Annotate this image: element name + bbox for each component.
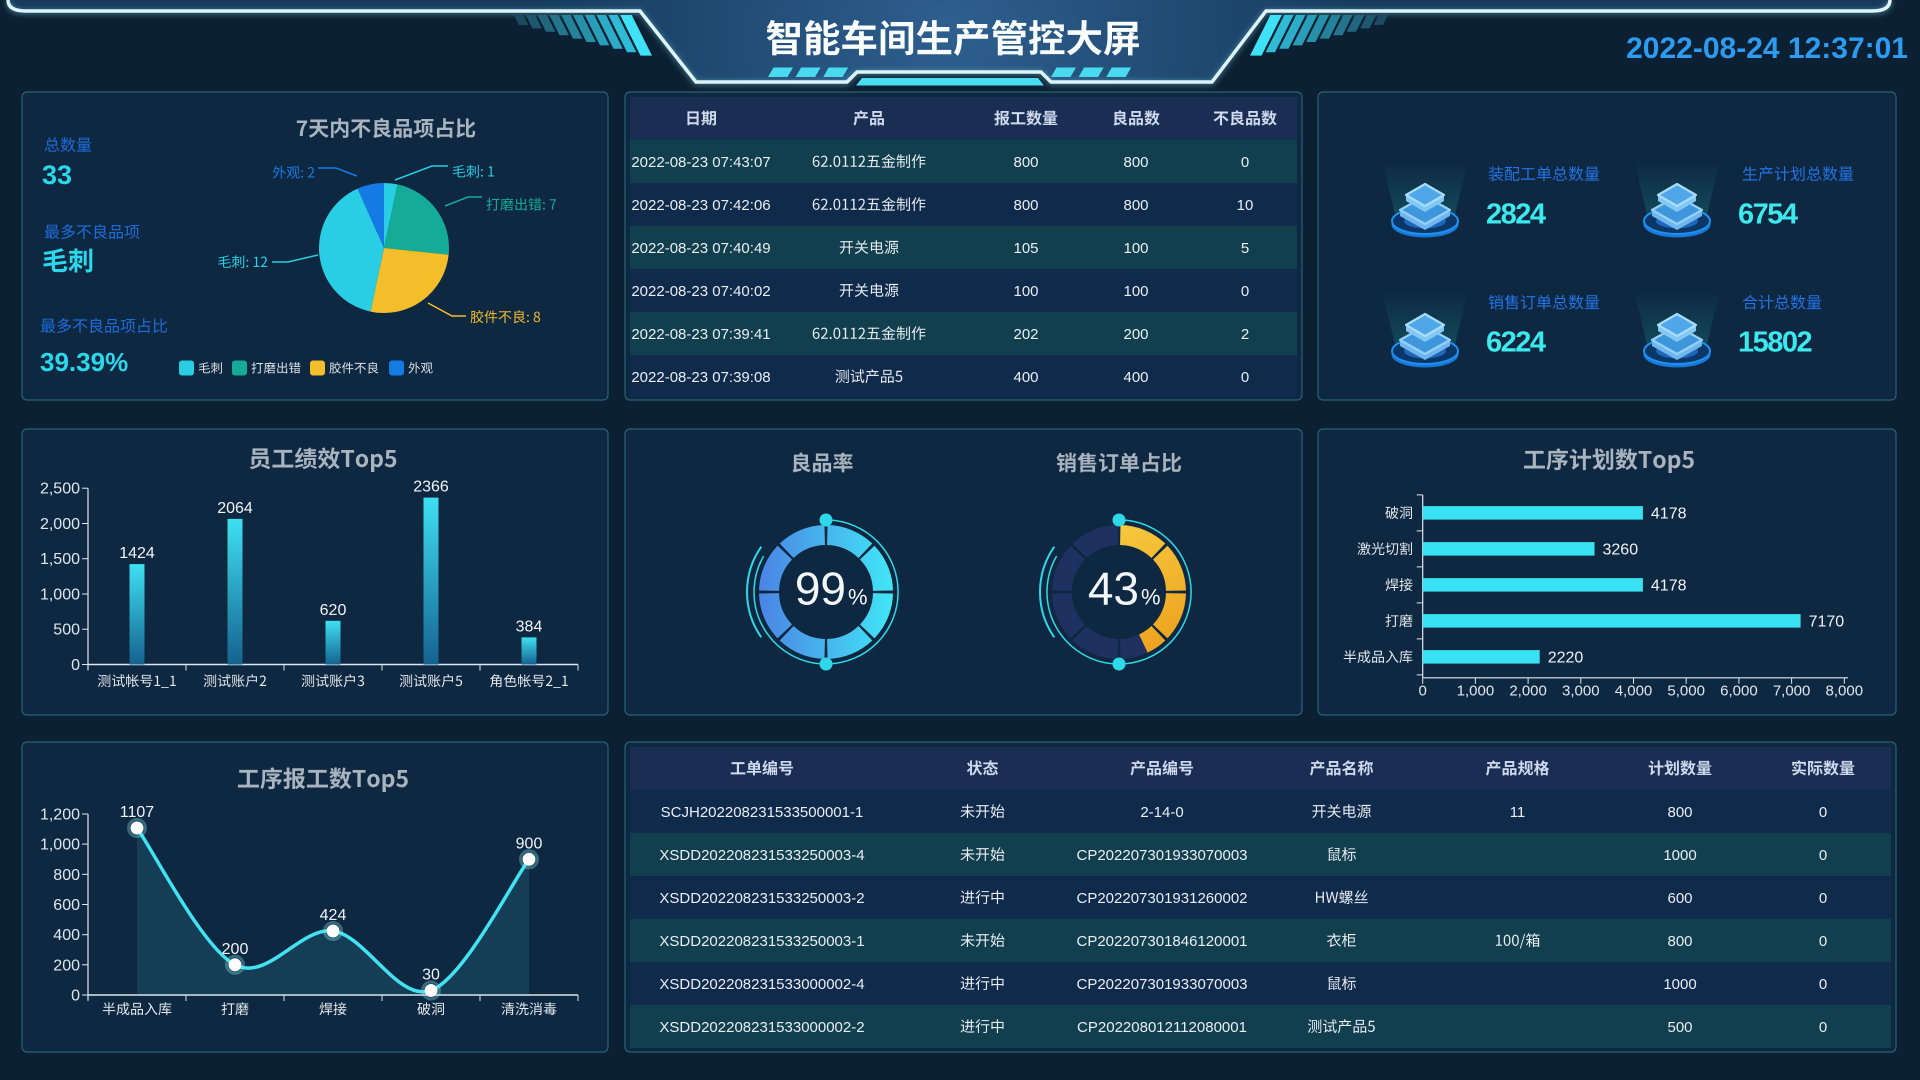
svg-text:99: 99 [795,563,846,615]
svg-text:400: 400 [1013,369,1038,386]
svg-text:1,000: 1,000 [40,587,80,604]
svg-text:2064: 2064 [217,500,253,517]
svg-text:200: 200 [1123,326,1148,343]
svg-text:7170: 7170 [1809,613,1845,630]
svg-text:XSDD202208231533000002-4: XSDD202208231533000002-4 [659,976,864,993]
svg-text:5: 5 [1241,240,1249,257]
svg-text:0: 0 [1819,933,1827,950]
svg-text:200: 200 [222,941,249,958]
svg-text:200: 200 [53,957,80,974]
svg-text:CP202208012112080001: CP202208012112080001 [1077,1019,1247,1036]
svg-text:800: 800 [1667,933,1692,950]
svg-text:33: 33 [42,160,72,190]
svg-text:XSDD202208231533250003-4: XSDD202208231533250003-4 [659,847,864,864]
svg-text:600: 600 [53,897,80,914]
svg-text:900: 900 [516,835,543,852]
svg-text:400: 400 [1123,369,1148,386]
svg-text:424: 424 [320,907,347,924]
svg-text:0: 0 [1241,369,1249,386]
svg-text:2824: 2824 [1486,198,1546,230]
svg-text:6,000: 6,000 [1720,683,1758,700]
svg-text:8,000: 8,000 [1826,683,1864,700]
svg-text:500: 500 [1667,1019,1692,1036]
svg-text:%: % [848,585,868,610]
svg-text:SCJH202208231533500001-1: SCJH202208231533500001-1 [661,804,864,821]
svg-text:5,000: 5,000 [1667,683,1705,700]
svg-text:30: 30 [422,967,440,984]
svg-text:CP202207301933070003: CP202207301933070003 [1077,976,1248,993]
svg-text:800: 800 [53,867,80,884]
svg-text:2: 2 [1241,326,1249,343]
svg-text:6754: 6754 [1738,198,1798,230]
svg-text:15802: 15802 [1738,326,1812,358]
svg-text:384: 384 [516,618,543,635]
svg-text:0: 0 [1241,154,1249,171]
svg-text:1424: 1424 [119,545,155,562]
svg-text:2022-08-23 07:40:49: 2022-08-23 07:40:49 [631,240,770,257]
svg-text:CP202207301846120001: CP202207301846120001 [1077,933,1248,950]
svg-text:100: 100 [1013,283,1038,300]
svg-text:0: 0 [1241,283,1249,300]
svg-text:2022-08-23 07:39:41: 2022-08-23 07:39:41 [631,326,770,343]
svg-text:10: 10 [1237,197,1254,214]
svg-text:CP202207301933070003: CP202207301933070003 [1077,847,1248,864]
svg-text:2,500: 2,500 [40,481,80,498]
svg-text:800: 800 [1013,197,1038,214]
svg-text:2022-08-23 07:39:08: 2022-08-23 07:39:08 [631,369,770,386]
svg-text:CP202207301931260002: CP202207301931260002 [1077,890,1248,907]
svg-text:2022-08-24 12:37:01: 2022-08-24 12:37:01 [1626,32,1908,65]
svg-text:800: 800 [1013,154,1038,171]
svg-text:4178: 4178 [1651,505,1687,522]
svg-text:2022-08-23 07:40:02: 2022-08-23 07:40:02 [631,283,770,300]
svg-text:800: 800 [1123,197,1148,214]
svg-text:0: 0 [1819,976,1827,993]
svg-text:2-14-0: 2-14-0 [1140,804,1183,821]
svg-text:1,500: 1,500 [40,551,80,568]
svg-text:1,000: 1,000 [40,837,80,854]
svg-text:0: 0 [1819,890,1827,907]
svg-text:4178: 4178 [1651,577,1687,594]
svg-text:800: 800 [1667,804,1692,821]
svg-text:2022-08-23 07:42:06: 2022-08-23 07:42:06 [631,197,770,214]
svg-text:1000: 1000 [1663,976,1696,993]
svg-text:600: 600 [1667,890,1692,907]
svg-text:XSDD202208231533250003-2: XSDD202208231533250003-2 [659,890,864,907]
svg-text:2366: 2366 [413,479,449,496]
svg-text:100: 100 [1123,283,1148,300]
svg-text:620: 620 [320,602,347,619]
svg-text:3260: 3260 [1603,541,1639,558]
svg-text:43: 43 [1088,563,1139,615]
svg-text:2220: 2220 [1548,649,1584,666]
svg-text:1000: 1000 [1663,847,1696,864]
svg-text:0: 0 [71,988,80,1005]
svg-text:400: 400 [53,927,80,944]
svg-text:6224: 6224 [1486,326,1546,358]
svg-text:39.39%: 39.39% [40,347,128,377]
svg-text:0: 0 [1819,1019,1827,1036]
svg-text:1,200: 1,200 [40,807,80,824]
svg-text:100: 100 [1123,240,1148,257]
svg-text:4,000: 4,000 [1615,683,1653,700]
svg-text:0: 0 [1419,683,1427,700]
svg-text:202: 202 [1013,326,1038,343]
svg-text:XSDD202208231533000002-2: XSDD202208231533000002-2 [659,1019,864,1036]
svg-text:800: 800 [1123,154,1148,171]
svg-text:11: 11 [1510,804,1526,821]
svg-text:1107: 1107 [120,804,155,821]
svg-text:0: 0 [71,657,80,674]
svg-text:0: 0 [1819,847,1827,864]
svg-text:0: 0 [1819,804,1827,821]
svg-text:2,000: 2,000 [40,516,80,533]
svg-text:XSDD202208231533250003-1: XSDD202208231533250003-1 [659,933,864,950]
svg-text:2,000: 2,000 [1509,683,1547,700]
svg-text:105: 105 [1013,240,1038,257]
svg-text:3,000: 3,000 [1562,683,1600,700]
svg-text:500: 500 [53,622,80,639]
svg-text:%: % [1141,585,1161,610]
svg-text:2022-08-23 07:43:07: 2022-08-23 07:43:07 [631,154,770,171]
svg-text:1,000: 1,000 [1457,683,1495,700]
svg-text:7,000: 7,000 [1773,683,1811,700]
